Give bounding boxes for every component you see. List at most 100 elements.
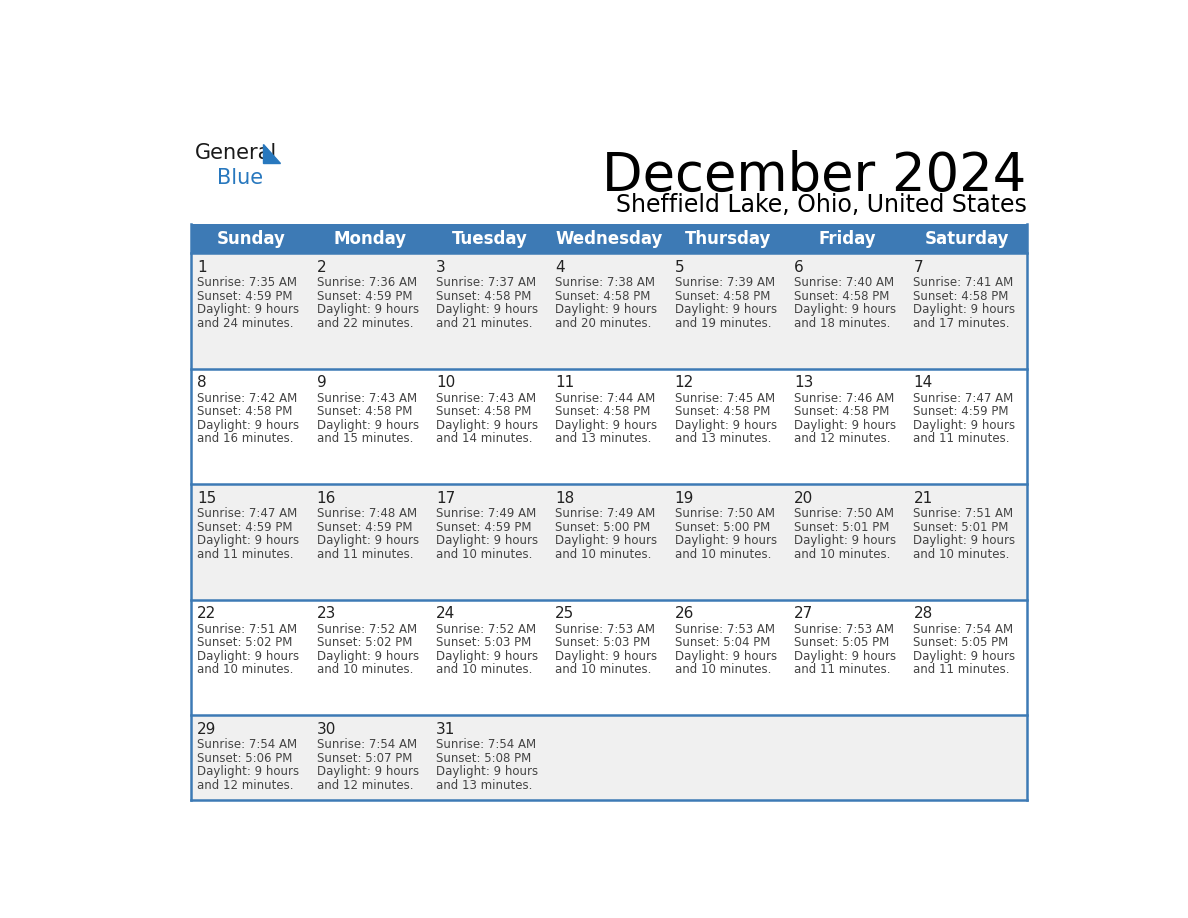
Text: 12: 12 [675,375,694,390]
Text: Daylight: 9 hours: Daylight: 9 hours [436,650,538,663]
Text: Sunrise: 7:47 AM: Sunrise: 7:47 AM [197,508,297,521]
Text: Daylight: 9 hours: Daylight: 9 hours [317,304,419,317]
Text: Sunrise: 7:50 AM: Sunrise: 7:50 AM [794,508,895,521]
Text: Sunrise: 7:40 AM: Sunrise: 7:40 AM [794,276,895,289]
Text: Sunrise: 7:49 AM: Sunrise: 7:49 AM [436,508,536,521]
Text: Sunrise: 7:42 AM: Sunrise: 7:42 AM [197,392,297,405]
Text: Daylight: 9 hours: Daylight: 9 hours [675,304,777,317]
Text: 17: 17 [436,490,455,506]
Text: 7: 7 [914,260,923,274]
Text: Sunrise: 7:43 AM: Sunrise: 7:43 AM [436,392,536,405]
Text: Daylight: 9 hours: Daylight: 9 hours [436,419,538,432]
Text: 15: 15 [197,490,216,506]
Text: Sunrise: 7:54 AM: Sunrise: 7:54 AM [317,738,417,752]
Bar [191,599,1026,715]
Text: Sunrise: 7:44 AM: Sunrise: 7:44 AM [555,392,656,405]
Text: Sunset: 5:03 PM: Sunset: 5:03 PM [436,636,531,649]
Text: Sunrise: 7:47 AM: Sunrise: 7:47 AM [914,392,1013,405]
Bar [191,224,1026,253]
Text: 4: 4 [555,260,565,274]
Text: Sunrise: 7:54 AM: Sunrise: 7:54 AM [914,623,1013,636]
Text: 13: 13 [794,375,814,390]
Text: Sunrise: 7:54 AM: Sunrise: 7:54 AM [197,738,297,752]
Text: 19: 19 [675,490,694,506]
Text: and 10 minutes.: and 10 minutes. [555,664,652,677]
Text: 9: 9 [317,375,327,390]
Text: Sunset: 4:58 PM: Sunset: 4:58 PM [317,406,412,419]
Text: and 10 minutes.: and 10 minutes. [914,548,1010,561]
Text: and 20 minutes.: and 20 minutes. [555,317,652,330]
Text: and 12 minutes.: and 12 minutes. [794,432,891,445]
Text: Sunday: Sunday [216,230,285,248]
Text: Sunrise: 7:49 AM: Sunrise: 7:49 AM [555,508,656,521]
Text: and 13 minutes.: and 13 minutes. [675,432,771,445]
Text: and 12 minutes.: and 12 minutes. [317,778,413,792]
Bar [191,369,1026,485]
Text: Sunrise: 7:39 AM: Sunrise: 7:39 AM [675,276,775,289]
Text: Daylight: 9 hours: Daylight: 9 hours [914,304,1016,317]
Text: 18: 18 [555,490,575,506]
Text: and 10 minutes.: and 10 minutes. [317,664,413,677]
Text: Wednesday: Wednesday [555,230,663,248]
Text: Sunrise: 7:51 AM: Sunrise: 7:51 AM [197,623,297,636]
Text: and 22 minutes.: and 22 minutes. [317,317,413,330]
Text: and 10 minutes.: and 10 minutes. [555,548,652,561]
Text: General: General [195,143,277,163]
Text: Sunrise: 7:53 AM: Sunrise: 7:53 AM [555,623,656,636]
Text: Sunset: 4:58 PM: Sunset: 4:58 PM [436,290,531,303]
Text: Daylight: 9 hours: Daylight: 9 hours [555,650,657,663]
Text: Sunset: 5:03 PM: Sunset: 5:03 PM [555,636,651,649]
Text: Sunset: 4:59 PM: Sunset: 4:59 PM [197,521,292,534]
Text: Daylight: 9 hours: Daylight: 9 hours [317,419,419,432]
Bar [191,485,1026,599]
Text: and 12 minutes.: and 12 minutes. [197,778,293,792]
Text: Daylight: 9 hours: Daylight: 9 hours [197,304,299,317]
Text: Sheffield Lake, Ohio, United States: Sheffield Lake, Ohio, United States [615,194,1026,218]
Text: Daylight: 9 hours: Daylight: 9 hours [436,766,538,778]
Text: 3: 3 [436,260,446,274]
Text: and 15 minutes.: and 15 minutes. [317,432,413,445]
Text: 26: 26 [675,606,694,621]
Text: Tuesday: Tuesday [451,230,527,248]
Text: Sunset: 5:01 PM: Sunset: 5:01 PM [794,521,890,534]
Text: and 17 minutes.: and 17 minutes. [914,317,1010,330]
Text: 2: 2 [317,260,327,274]
Text: Sunset: 5:05 PM: Sunset: 5:05 PM [794,636,890,649]
Text: Sunset: 4:59 PM: Sunset: 4:59 PM [317,290,412,303]
Text: Daylight: 9 hours: Daylight: 9 hours [555,534,657,547]
Text: and 11 minutes.: and 11 minutes. [317,548,413,561]
Text: Sunrise: 7:53 AM: Sunrise: 7:53 AM [675,623,775,636]
Text: 27: 27 [794,606,814,621]
Text: and 11 minutes.: and 11 minutes. [914,432,1010,445]
Text: Sunset: 4:58 PM: Sunset: 4:58 PM [197,406,292,419]
Text: Daylight: 9 hours: Daylight: 9 hours [317,766,419,778]
Text: Sunrise: 7:53 AM: Sunrise: 7:53 AM [794,623,895,636]
Text: Daylight: 9 hours: Daylight: 9 hours [197,650,299,663]
Text: 5: 5 [675,260,684,274]
Text: and 11 minutes.: and 11 minutes. [197,548,293,561]
Text: and 11 minutes.: and 11 minutes. [914,664,1010,677]
Text: and 10 minutes.: and 10 minutes. [675,548,771,561]
Text: Daylight: 9 hours: Daylight: 9 hours [794,304,896,317]
Text: and 19 minutes.: and 19 minutes. [675,317,771,330]
Text: Sunrise: 7:38 AM: Sunrise: 7:38 AM [555,276,656,289]
Text: 16: 16 [317,490,336,506]
Text: Sunset: 4:58 PM: Sunset: 4:58 PM [555,290,651,303]
Text: Sunset: 4:58 PM: Sunset: 4:58 PM [675,290,770,303]
Text: and 11 minutes.: and 11 minutes. [794,664,891,677]
Text: 6: 6 [794,260,804,274]
Bar [191,253,1026,369]
Text: Sunrise: 7:36 AM: Sunrise: 7:36 AM [317,276,417,289]
Text: and 10 minutes.: and 10 minutes. [794,548,891,561]
Text: Sunset: 4:58 PM: Sunset: 4:58 PM [794,406,890,419]
Text: 11: 11 [555,375,575,390]
Text: Monday: Monday [334,230,406,248]
Text: Sunset: 5:05 PM: Sunset: 5:05 PM [914,636,1009,649]
Text: and 14 minutes.: and 14 minutes. [436,432,532,445]
Text: Daylight: 9 hours: Daylight: 9 hours [197,534,299,547]
Text: Daylight: 9 hours: Daylight: 9 hours [555,419,657,432]
Text: Sunrise: 7:41 AM: Sunrise: 7:41 AM [914,276,1013,289]
Text: 31: 31 [436,722,455,736]
Text: Daylight: 9 hours: Daylight: 9 hours [197,766,299,778]
Text: Sunset: 4:58 PM: Sunset: 4:58 PM [555,406,651,419]
